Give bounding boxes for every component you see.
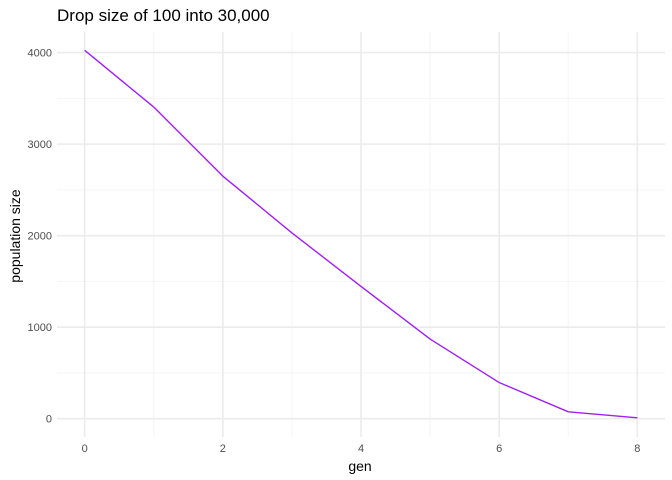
y-axis-ticks: 0 1000 2000 3000 4000 xyxy=(28,48,52,426)
x-tick-label: 8 xyxy=(634,443,640,455)
y-axis-title: population size xyxy=(7,189,23,283)
x-axis-title: gen xyxy=(348,458,371,474)
major-grid xyxy=(57,32,665,437)
y-tick-label: 0 xyxy=(46,414,52,426)
x-tick-label: 4 xyxy=(358,443,364,455)
x-tick-label: 2 xyxy=(220,443,226,455)
chart-title: Drop size of 100 into 30,000 xyxy=(57,6,270,25)
y-tick-label: 3000 xyxy=(28,139,52,151)
y-tick-label: 2000 xyxy=(28,231,52,243)
y-tick-label: 4000 xyxy=(28,48,52,60)
y-tick-label: 1000 xyxy=(28,322,52,334)
x-axis-ticks: 0 2 4 6 8 xyxy=(82,443,641,455)
series-line xyxy=(84,49,638,419)
x-tick-label: 0 xyxy=(82,443,88,455)
x-tick-label: 6 xyxy=(496,443,502,455)
series-layer xyxy=(84,49,638,419)
